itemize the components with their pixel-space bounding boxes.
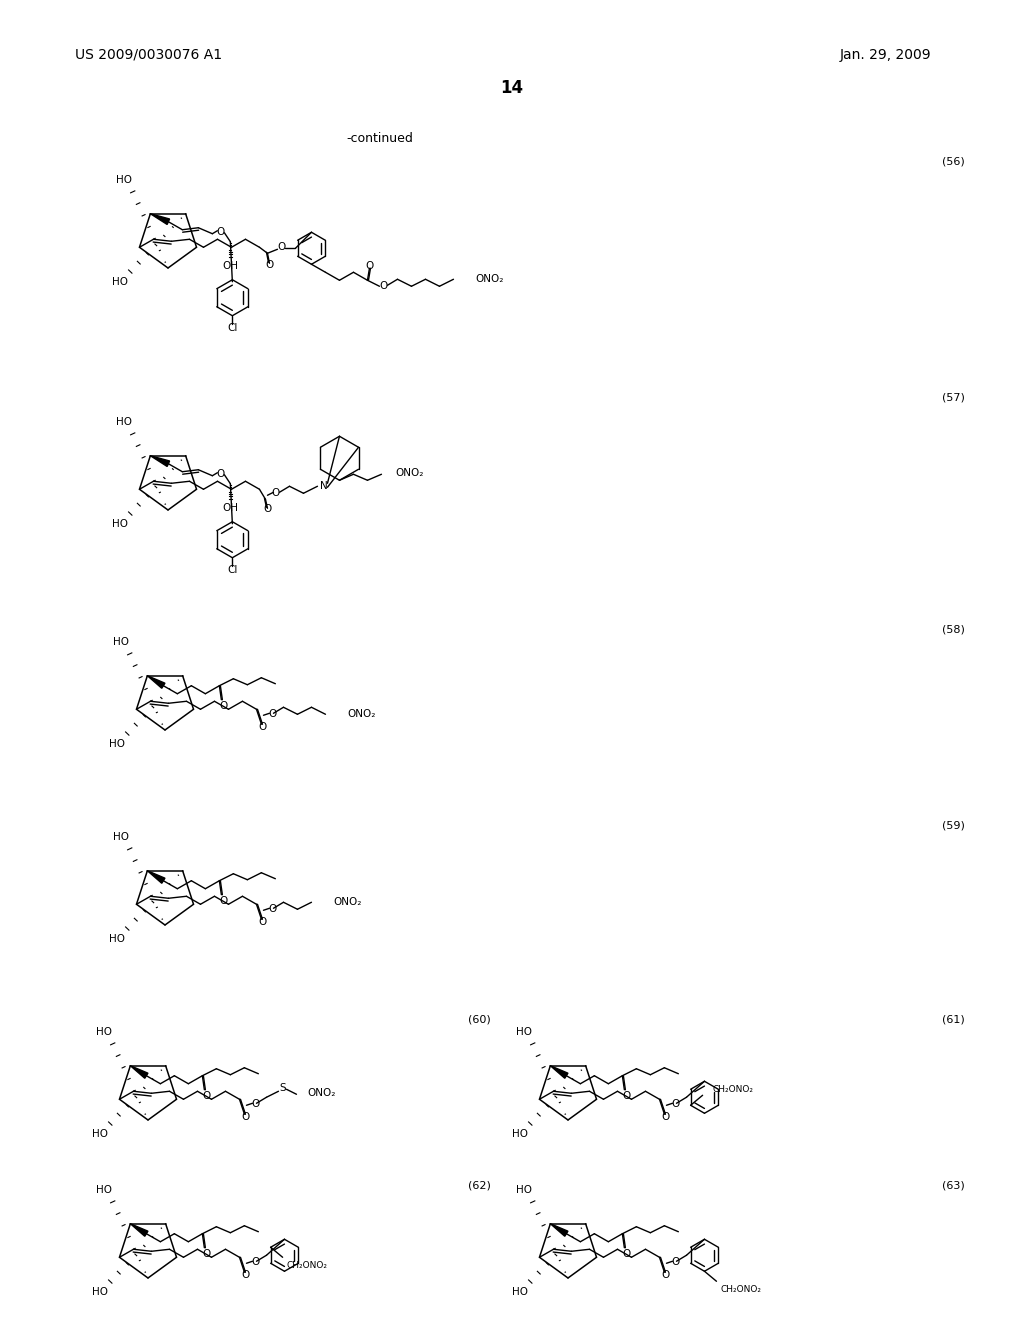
Text: ONO₂: ONO₂: [334, 898, 361, 907]
Text: ONO₂: ONO₂: [475, 275, 504, 284]
Text: Cl: Cl: [227, 565, 238, 574]
Text: (63): (63): [942, 1180, 965, 1191]
Text: O: O: [216, 469, 224, 479]
Text: N: N: [319, 482, 328, 491]
Text: Cl: Cl: [227, 322, 238, 333]
Text: O: O: [203, 1249, 211, 1259]
Text: HO: HO: [113, 832, 129, 842]
Text: S: S: [280, 1084, 286, 1093]
Text: 14: 14: [501, 79, 523, 96]
Text: HO: HO: [512, 1129, 528, 1139]
Text: O: O: [268, 904, 276, 915]
Polygon shape: [151, 214, 170, 224]
Text: O: O: [219, 896, 227, 906]
Polygon shape: [147, 676, 165, 688]
Text: HO: HO: [512, 1287, 528, 1298]
Text: O: O: [278, 243, 286, 252]
Text: HO: HO: [112, 519, 128, 529]
Text: O: O: [672, 1257, 680, 1267]
Text: O: O: [271, 488, 280, 498]
Text: US 2009/0030076 A1: US 2009/0030076 A1: [75, 48, 222, 62]
Text: HO: HO: [92, 1287, 108, 1298]
Text: HO: HO: [96, 1185, 112, 1195]
Text: HO: HO: [109, 739, 125, 748]
Text: HO: HO: [109, 935, 125, 944]
Text: O: O: [672, 1100, 680, 1109]
Text: O: O: [268, 709, 276, 719]
Polygon shape: [550, 1065, 568, 1078]
Text: HO: HO: [92, 1129, 108, 1139]
Text: HO: HO: [96, 1027, 112, 1038]
Text: HO: HO: [516, 1027, 532, 1038]
Text: O: O: [216, 227, 224, 236]
Polygon shape: [130, 1065, 147, 1078]
Text: O: O: [379, 281, 388, 292]
Text: (61): (61): [942, 1015, 965, 1026]
Text: O: O: [662, 1270, 670, 1280]
Text: HO: HO: [116, 417, 132, 426]
Text: ONO₂: ONO₂: [347, 709, 376, 719]
Polygon shape: [130, 1224, 147, 1237]
Text: HO: HO: [116, 176, 132, 185]
Text: O: O: [366, 261, 374, 272]
Text: CH₂ONO₂: CH₂ONO₂: [721, 1284, 762, 1294]
Text: Jan. 29, 2009: Jan. 29, 2009: [840, 48, 932, 62]
Text: OH: OH: [222, 503, 239, 512]
Text: HO: HO: [112, 277, 128, 286]
Text: OH: OH: [222, 261, 239, 271]
Text: O: O: [219, 701, 227, 710]
Text: (58): (58): [942, 624, 965, 635]
Text: (57): (57): [942, 393, 965, 403]
Text: -continued: -continued: [346, 132, 414, 144]
Text: (59): (59): [942, 820, 965, 830]
Text: O: O: [251, 1257, 260, 1267]
Text: (60): (60): [468, 1015, 490, 1026]
Text: O: O: [251, 1100, 260, 1109]
Text: (56): (56): [942, 157, 965, 168]
Text: O: O: [203, 1090, 211, 1101]
Polygon shape: [550, 1224, 568, 1237]
Text: (62): (62): [468, 1180, 490, 1191]
Text: ONO₂: ONO₂: [395, 469, 424, 478]
Text: CH₂ONO₂: CH₂ONO₂: [713, 1085, 754, 1094]
Text: O: O: [662, 1113, 670, 1122]
Text: O: O: [263, 504, 271, 515]
Text: O: O: [258, 917, 266, 927]
Polygon shape: [147, 871, 165, 883]
Text: O: O: [258, 722, 266, 733]
Text: O: O: [623, 1090, 631, 1101]
Text: O: O: [242, 1113, 250, 1122]
Polygon shape: [151, 455, 170, 466]
Text: HO: HO: [113, 638, 129, 647]
Text: O: O: [623, 1249, 631, 1259]
Text: ONO₂: ONO₂: [307, 1088, 336, 1098]
Text: O: O: [242, 1270, 250, 1280]
Text: CH₂ONO₂: CH₂ONO₂: [287, 1261, 328, 1270]
Text: HO: HO: [516, 1185, 532, 1195]
Text: O: O: [265, 260, 273, 271]
